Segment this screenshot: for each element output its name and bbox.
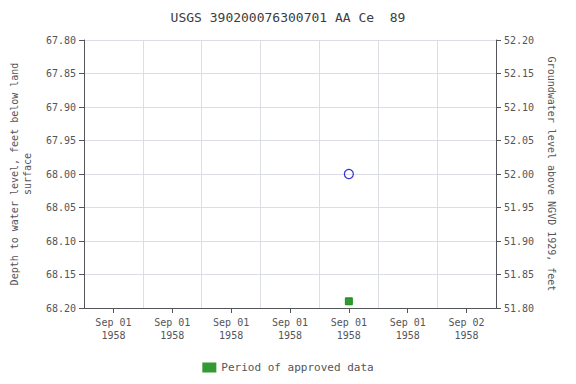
svg-text:68.15: 68.15 [46, 269, 76, 280]
svg-text:68.00: 68.00 [46, 169, 76, 180]
svg-text:1958: 1958 [396, 330, 420, 341]
svg-text:Depth to water level, feet bel: Depth to water level, feet below land [9, 63, 20, 286]
svg-text:68.05: 68.05 [46, 202, 76, 213]
svg-text:68.10: 68.10 [46, 236, 76, 247]
svg-text:67.85: 67.85 [46, 68, 76, 79]
svg-text:Sep 01: Sep 01 [331, 317, 367, 328]
svg-text:52.15: 52.15 [504, 68, 534, 79]
svg-text:Sep 01: Sep 01 [95, 317, 131, 328]
svg-text:52.10: 52.10 [504, 102, 534, 113]
svg-text:67.90: 67.90 [46, 102, 76, 113]
svg-text:52.20: 52.20 [504, 35, 534, 46]
svg-text:1958: 1958 [101, 330, 125, 341]
svg-text:1958: 1958 [455, 330, 479, 341]
svg-text:Period of approved data: Period of approved data [221, 361, 373, 374]
svg-text:68.20: 68.20 [46, 303, 76, 314]
svg-text:1958: 1958 [160, 330, 184, 341]
svg-text:67.95: 67.95 [46, 135, 76, 146]
svg-text:51.95: 51.95 [504, 202, 534, 213]
svg-text:Groundwater level above NGVD 1: Groundwater level above NGVD 1929, feet [546, 57, 557, 292]
svg-text:1958: 1958 [219, 330, 243, 341]
svg-text:Sep 02: Sep 02 [449, 317, 485, 328]
svg-text:52.05: 52.05 [504, 135, 534, 146]
svg-text:1958: 1958 [278, 330, 302, 341]
svg-text:51.80: 51.80 [504, 303, 534, 314]
svg-text:1958: 1958 [337, 330, 361, 341]
svg-text:Sep 01: Sep 01 [213, 317, 249, 328]
svg-text:51.90: 51.90 [504, 236, 534, 247]
svg-text:surface: surface [22, 153, 33, 195]
svg-text:Sep 01: Sep 01 [154, 317, 190, 328]
svg-text:Sep 01: Sep 01 [272, 317, 308, 328]
svg-text:Sep 01: Sep 01 [390, 317, 426, 328]
svg-text:52.00: 52.00 [504, 169, 534, 180]
svg-text:51.85: 51.85 [504, 269, 534, 280]
svg-text:67.80: 67.80 [46, 35, 76, 46]
svg-text:USGS 390200076300701 AA Ce 89: USGS 390200076300701 AA Ce 89 [171, 10, 406, 25]
